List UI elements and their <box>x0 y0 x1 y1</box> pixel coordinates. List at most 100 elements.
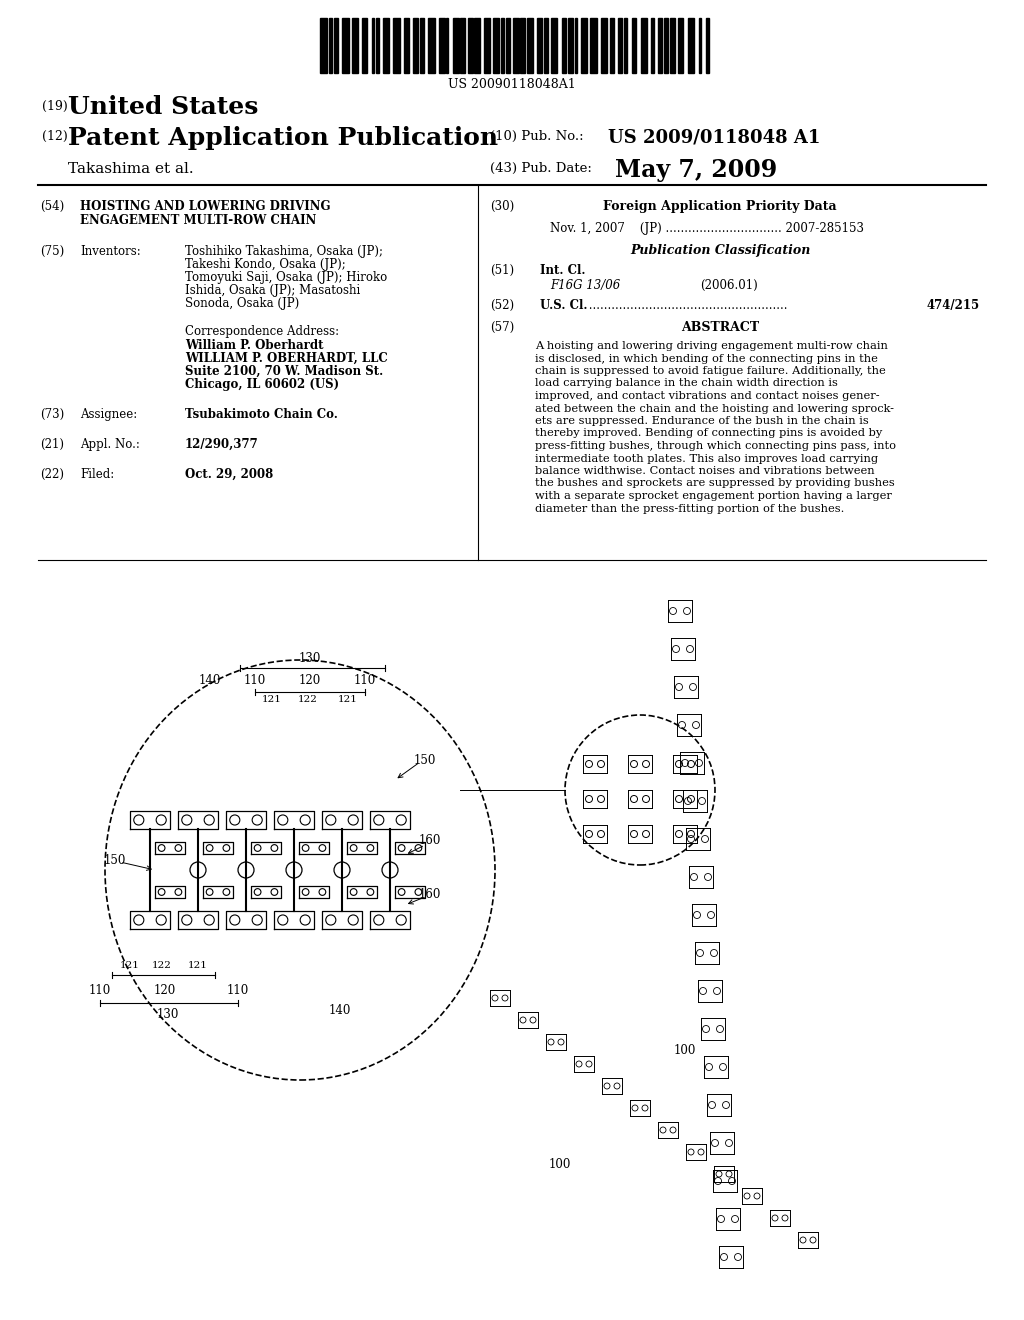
Bar <box>404 18 410 73</box>
Text: 12/290,377: 12/290,377 <box>185 438 259 451</box>
Text: ENGAGEMENT MULTI-ROW CHAIN: ENGAGEMENT MULTI-ROW CHAIN <box>80 214 316 227</box>
Text: US 2009/0118048 A1: US 2009/0118048 A1 <box>608 128 820 147</box>
Bar <box>574 18 578 73</box>
Bar <box>641 18 647 73</box>
Text: (54): (54) <box>40 201 65 213</box>
Text: (12): (12) <box>42 129 68 143</box>
Text: intermediate tooth plates. This also improves load carrying: intermediate tooth plates. This also imp… <box>535 454 879 463</box>
Bar <box>562 18 565 73</box>
Text: load carrying balance in the chain width direction is: load carrying balance in the chain width… <box>535 379 838 388</box>
Text: ABSTRACT: ABSTRACT <box>681 321 759 334</box>
Text: 122: 122 <box>298 696 317 705</box>
Bar <box>670 18 675 73</box>
Text: Tsubakimoto Chain Co.: Tsubakimoto Chain Co. <box>185 408 338 421</box>
Bar <box>484 18 490 73</box>
Text: A hoisting and lowering driving engagement multi-row chain: A hoisting and lowering driving engageme… <box>535 341 888 351</box>
Text: 120: 120 <box>299 673 322 686</box>
Text: 110: 110 <box>354 673 376 686</box>
Text: (21): (21) <box>40 438 63 451</box>
Text: Suite 2100, 70 W. Madison St.: Suite 2100, 70 W. Madison St. <box>185 366 383 378</box>
Bar <box>520 18 525 73</box>
Bar <box>342 18 349 73</box>
Text: 110: 110 <box>244 673 266 686</box>
Bar <box>698 18 701 73</box>
Text: Assignee:: Assignee: <box>80 408 137 421</box>
Text: Correspondence Address:: Correspondence Address: <box>185 325 339 338</box>
Text: 110: 110 <box>227 983 249 997</box>
Bar <box>494 18 500 73</box>
Text: 130: 130 <box>299 652 322 664</box>
Text: 150: 150 <box>414 754 436 767</box>
Text: May 7, 2009: May 7, 2009 <box>615 158 777 182</box>
Bar <box>538 18 543 73</box>
Bar <box>334 18 339 73</box>
Text: Oct. 29, 2008: Oct. 29, 2008 <box>185 469 273 480</box>
Text: (57): (57) <box>490 321 514 334</box>
Text: .....................................................: ........................................… <box>585 300 787 312</box>
Bar <box>501 18 504 73</box>
Bar <box>383 18 389 73</box>
Text: Sonoda, Osaka (JP): Sonoda, Osaka (JP) <box>185 297 299 310</box>
Text: US 20090118048A1: US 20090118048A1 <box>449 78 575 91</box>
Text: 100: 100 <box>549 1159 571 1172</box>
Bar <box>460 18 465 73</box>
Text: (75): (75) <box>40 246 65 257</box>
Text: 121: 121 <box>188 961 208 969</box>
Text: balance widthwise. Contact noises and vibrations between: balance widthwise. Contact noises and vi… <box>535 466 874 477</box>
Bar <box>706 18 710 73</box>
Bar <box>610 18 613 73</box>
Text: 130: 130 <box>157 1008 179 1022</box>
Text: 140: 140 <box>329 1003 351 1016</box>
Text: ets are suppressed. Endurance of the bush in the chain is: ets are suppressed. Endurance of the bus… <box>535 416 868 426</box>
Text: 120: 120 <box>154 983 176 997</box>
Text: (52): (52) <box>490 300 514 312</box>
Bar <box>581 18 587 73</box>
Text: (73): (73) <box>40 408 65 421</box>
Text: 474/215: 474/215 <box>927 300 980 312</box>
Bar <box>413 18 418 73</box>
Bar <box>474 18 480 73</box>
Bar <box>657 18 662 73</box>
Bar <box>329 18 332 73</box>
Text: Tomoyuki Saji, Osaka (JP); Hiroko: Tomoyuki Saji, Osaka (JP); Hiroko <box>185 271 387 284</box>
Text: F16G 13/06: F16G 13/06 <box>550 279 621 292</box>
Bar <box>678 18 683 73</box>
Text: (22): (22) <box>40 469 63 480</box>
Bar <box>601 18 607 73</box>
Text: 160: 160 <box>419 833 441 846</box>
Text: Foreign Application Priority Data: Foreign Application Priority Data <box>603 201 837 213</box>
Bar <box>551 18 557 73</box>
Text: (30): (30) <box>490 201 514 213</box>
Bar <box>393 18 400 73</box>
Bar <box>568 18 572 73</box>
Bar <box>632 18 636 73</box>
Bar <box>617 18 623 73</box>
Text: WILLIAM P. OBERHARDT, LLC: WILLIAM P. OBERHARDT, LLC <box>185 352 388 366</box>
Text: Chicago, IL 60602 (US): Chicago, IL 60602 (US) <box>185 378 339 391</box>
Text: chain is suppressed to avoid fatigue failure. Additionally, the: chain is suppressed to avoid fatigue fai… <box>535 366 886 376</box>
Text: Toshihiko Takashima, Osaka (JP);: Toshihiko Takashima, Osaka (JP); <box>185 246 383 257</box>
Text: (51): (51) <box>490 264 514 277</box>
Text: Inventors:: Inventors: <box>80 246 140 257</box>
Text: diameter than the press-fitting portion of the bushes.: diameter than the press-fitting portion … <box>535 503 845 513</box>
Text: 122: 122 <box>152 961 172 969</box>
Text: the bushes and sprockets are suppressed by providing bushes: the bushes and sprockets are suppressed … <box>535 479 895 488</box>
Text: Appl. No.:: Appl. No.: <box>80 438 140 451</box>
Bar <box>438 18 444 73</box>
Text: improved, and contact vibrations and contact noises gener-: improved, and contact vibrations and con… <box>535 391 880 401</box>
Bar <box>665 18 668 73</box>
Bar <box>319 18 327 73</box>
Bar <box>590 18 597 73</box>
Text: Patent Application Publication: Patent Application Publication <box>68 125 498 150</box>
Text: 100: 100 <box>674 1044 696 1056</box>
Text: 110: 110 <box>89 983 112 997</box>
Text: Takashima et al.: Takashima et al. <box>68 162 194 176</box>
Text: thereby improved. Bending of connecting pins is avoided by: thereby improved. Bending of connecting … <box>535 429 883 438</box>
Text: HOISTING AND LOWERING DRIVING: HOISTING AND LOWERING DRIVING <box>80 201 331 213</box>
Text: Ishida, Osaka (JP); Masatoshi: Ishida, Osaka (JP); Masatoshi <box>185 284 360 297</box>
Bar <box>361 18 368 73</box>
Text: 140: 140 <box>199 673 221 686</box>
Text: with a separate sprocket engagement portion having a larger: with a separate sprocket engagement port… <box>535 491 892 502</box>
Text: U.S. Cl.: U.S. Cl. <box>540 300 588 312</box>
Text: (43) Pub. Date:: (43) Pub. Date: <box>490 162 592 176</box>
